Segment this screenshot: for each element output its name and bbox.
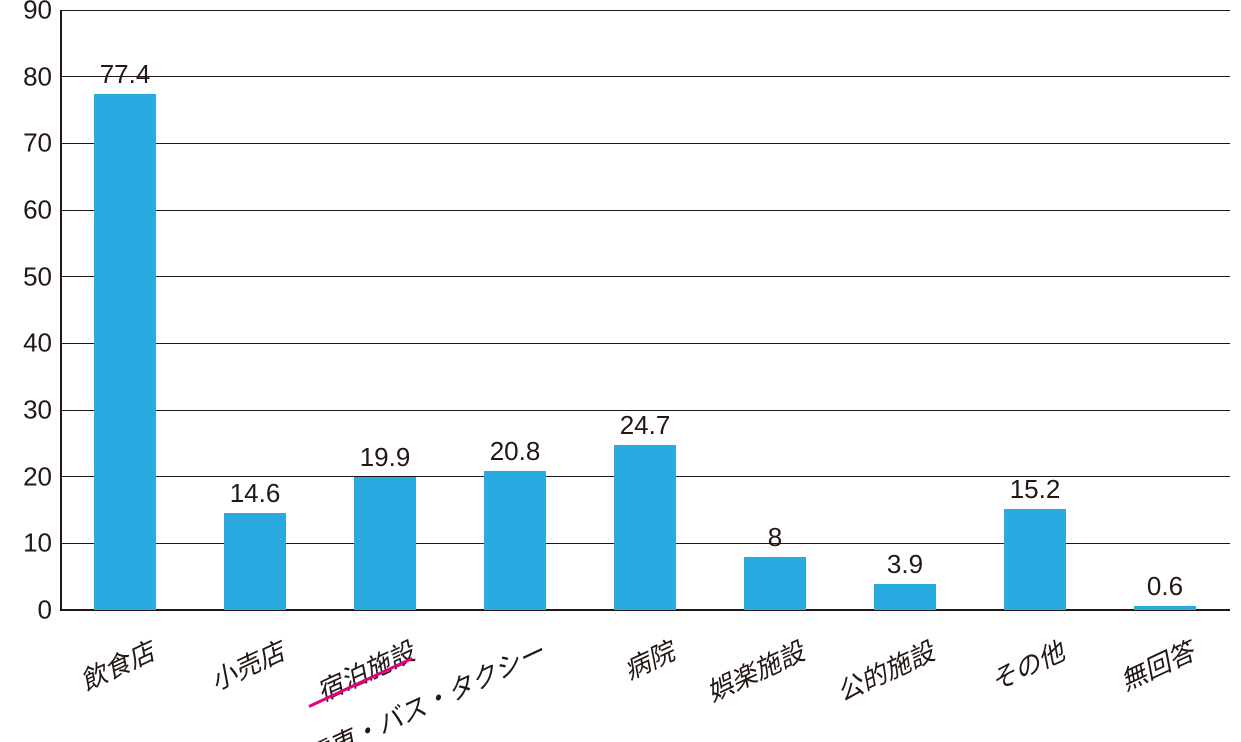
bar [354,477,415,610]
bar [874,584,935,610]
value-label: 24.7 [620,410,671,441]
value-label: 0.6 [1147,571,1183,602]
xtick-label: その他 [984,632,1070,699]
value-label: 19.9 [360,442,411,473]
ytick-label: 50 [4,261,52,292]
bar [94,94,155,610]
gridline [60,143,1230,144]
gridline [60,76,1230,77]
value-label: 15.2 [1010,474,1061,505]
value-label: 8 [768,522,782,553]
xtick-label: 娯楽施設 [700,632,810,709]
bar [484,471,545,610]
gridline [60,10,1230,11]
ytick-label: 80 [4,61,52,92]
bar [1134,606,1195,610]
bar-chart: 010203040506070809077.4飲食店14.6小売店19.9宿泊施… [0,0,1241,742]
xtick-label: 飲食店 [74,632,160,699]
gridline [60,276,1230,277]
value-label: 77.4 [100,59,151,90]
ytick-label: 90 [4,0,52,26]
value-label: 20.8 [490,436,541,467]
xtick-label: 小売店 [204,632,290,699]
ytick-label: 30 [4,395,52,426]
bar [614,445,675,610]
ytick-label: 40 [4,328,52,359]
value-label: 3.9 [887,549,923,580]
bar [744,557,805,610]
ytick-label: 10 [4,528,52,559]
gridline [60,343,1230,344]
value-label: 14.6 [230,478,281,509]
ytick-label: 0 [4,595,52,626]
bar [1004,509,1065,610]
xtick-label: 病院 [618,632,681,688]
gridline [60,210,1230,211]
bar [224,513,285,610]
ytick-label: 70 [4,128,52,159]
y-axis [60,10,62,610]
xtick-label: 無回答 [1114,632,1200,699]
ytick-label: 20 [4,461,52,492]
plot-area [60,10,1230,610]
xtick-label: 公的施設 [830,632,940,709]
ytick-label: 60 [4,195,52,226]
